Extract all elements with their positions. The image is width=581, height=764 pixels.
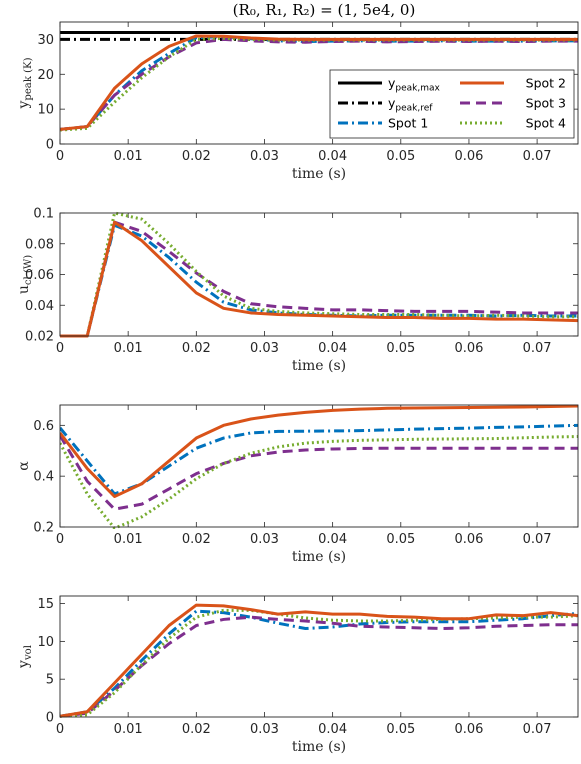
panels: 0 0.01 0.02 0.03 0.04 0.05 0.06 0.07 0 10 20 30 time… [16,21,579,755]
x-tick-label: 0.04 [318,341,347,356]
x-tick-label: 0.07 [523,722,552,737]
y-tick-label: 0 [46,711,54,726]
series-group [60,211,578,338]
x-tick-label: 0.05 [386,532,415,547]
x-tick-label: 0.07 [523,149,552,164]
series-spot-1-line [60,35,578,131]
series-spot-3-line [60,434,578,511]
series-spot-2-line [60,404,578,498]
x-tick-label: 0.04 [318,722,347,737]
x-tick-label: 0.03 [250,722,279,737]
panel-4: 0 0.01 0.02 0.03 0.04 0.05 0.06 0.07 0 5 10 15 time … [16,595,579,755]
axes-frame [59,404,579,528]
y-axis-label: yvol [16,645,34,669]
y-tick-label: 10 [37,635,54,650]
y-axis-label: α [16,461,32,471]
legend-label-spot-1: Spot 1 [388,116,428,131]
series-spot-3-line [60,220,578,338]
x-axis-label: time (s) [292,166,346,182]
x-tick-label: 0.02 [182,149,211,164]
series-spot-3-line [60,37,578,131]
y-tick-label: 0.06 [25,268,54,283]
panel-3: 0 0.01 0.02 0.03 0.04 0.05 0.06 0.07 0.2 0.4 0.6 ti… [16,404,579,565]
series-spot-1-line [60,223,578,338]
y-tick-label: 0.08 [25,237,54,252]
x-tick-label: 0 [56,722,64,737]
series-spot-2-line [60,603,578,718]
plot-area [60,405,578,527]
x-axis-label: time (s) [292,358,346,374]
y-axis-label: ypeak (K) [16,57,34,109]
x-tick-label: 0.06 [454,532,483,547]
y-tick-label: 0.02 [25,330,54,345]
series-spot-1-line [60,609,578,718]
y-axis-label: ucl (W) [16,255,34,294]
legend-label-y-peak-max: ypeak,max [388,76,441,94]
x-tick-label: 0.02 [182,341,211,356]
x-tick-label: 0.01 [114,341,143,356]
x-tick-label: 0 [56,532,64,547]
legend-label-y-peak-ref: ypeak,ref [388,96,433,114]
y-tick-label: 30 [37,33,54,48]
series-spot-4-line [60,211,578,338]
series-spot-4-line [60,608,578,718]
x-tick-label: 0.05 [386,149,415,164]
series-spot-2-line [60,220,578,338]
legend-label-spot-2: Spot 2 [526,76,566,91]
x-tick-label: 0 [56,149,64,164]
y-tick-label: 10 [37,103,54,118]
x-tick-label: 0.01 [114,532,143,547]
x-tick-label: 0.03 [250,149,279,164]
series-group [60,30,578,132]
x-tick-label: 0.04 [318,532,347,547]
x-tick-label: 0.02 [182,722,211,737]
x-tick-label: 0.01 [114,149,143,164]
legend-label-spot-4: Spot 4 [526,116,566,131]
series-group [60,603,578,718]
axes-frame [59,595,579,718]
axes-frame [59,212,579,337]
x-tick-label: 0.03 [250,341,279,356]
x-tick-label: 0.04 [318,149,347,164]
x-tick-label: 0.06 [454,149,483,164]
legend-label-spot-3: Spot 3 [526,96,566,111]
panel-2: 0 0.01 0.02 0.03 0.04 0.05 0.06 0.07 0.02 0.04 0.0… [16,207,579,374]
y-tick-label: 0 [46,138,54,153]
x-tick-label: 0 [56,341,64,356]
y-tick-label: 5 [46,673,54,688]
y-tick-label: 0.04 [25,299,54,314]
y-tick-label: 15 [37,597,54,612]
y-tick-label: 0.4 [33,470,54,485]
x-tick-label: 0.05 [386,341,415,356]
panel-1: 0 0.01 0.02 0.03 0.04 0.05 0.06 0.07 0 10 20 30 time… [16,21,579,182]
x-axis-label: time (s) [292,549,346,565]
x-axis-label: time (s) [292,739,346,755]
x-tick-label: 0.06 [454,341,483,356]
x-tick-label: 0.05 [386,722,415,737]
legend: ypeak,max ypeak,ref Spot 1 Spot 2 Spot 3 Spot… [329,69,575,139]
series-group [60,404,578,529]
legend-box [329,69,575,139]
x-tick-label: 0.07 [523,532,552,547]
x-tick-label: 0.03 [250,532,279,547]
y-tick-label: 0.1 [33,207,54,222]
y-tick-label: 20 [37,68,54,83]
x-tick-label: 0.07 [523,341,552,356]
axes-frame [59,21,579,145]
series-spot-4-line [60,435,578,529]
figure-title: (R₀, R₁, R₂) = (1, 5e4, 0) [233,1,416,19]
y-tick-label: 0.2 [33,521,54,536]
x-tick-label: 0.02 [182,532,211,547]
x-tick-label: 0.06 [454,722,483,737]
y-tick-label: 0.6 [33,419,54,434]
x-tick-label: 0.01 [114,722,143,737]
series-spot-2-line [60,34,578,131]
